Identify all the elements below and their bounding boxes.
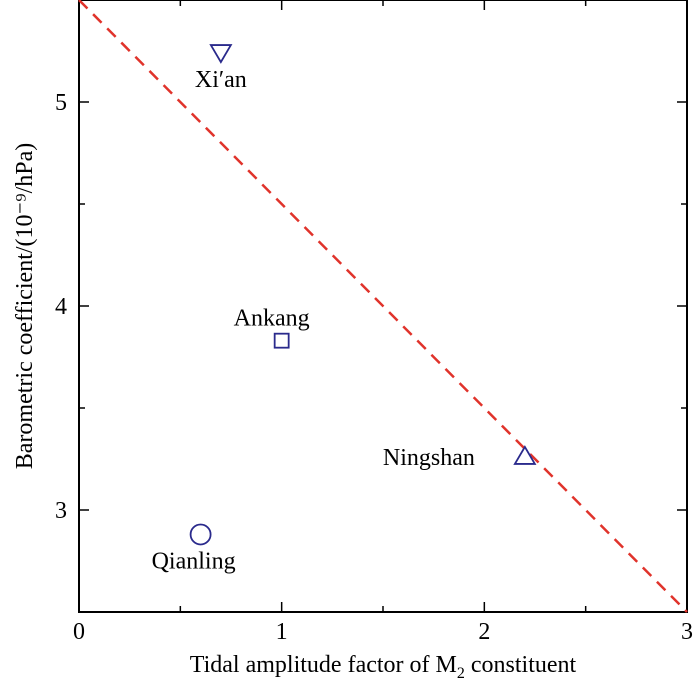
marker-ankang [273,332,290,349]
x-axis-title-rest: constituent [465,652,577,678]
x-tick-label-2: 2 [478,619,490,645]
y-tick-label-2: 5 [55,90,67,116]
y-tick-label-0: 3 [55,498,67,524]
tick-labels: 0 1 2 3 3 4 5 [55,90,693,645]
fit-line [78,0,688,613]
x-axis-title-main: Tidal amplitude factor of M [190,652,457,678]
x-axis-title-subscript: 2 [457,665,465,682]
marker-ningshan [513,445,537,465]
data-markers [189,44,537,546]
label-ningshan: Ningshan [383,445,475,471]
x-tick-label-0: 0 [73,619,85,645]
point-labels: Xi′an Ankang Ningshan Qianling [152,67,475,574]
axis-ticks [78,0,688,612]
marker-xian [209,44,233,64]
label-ankang: Ankang [234,306,310,332]
y-tick-label-1: 4 [55,294,67,320]
x-axis-title: Tidal amplitude factor of M2 constituent [190,652,577,682]
x-tick-label-3: 3 [681,619,693,645]
label-qianling: Qianling [152,548,236,574]
label-xian: Xi′an [195,67,247,93]
y-axis-title: Barometric coefficient/(10⁻⁹/hPa) [12,143,38,469]
fit-line-group [78,0,688,613]
x-tick-label-1: 1 [276,619,288,645]
marker-qianling [189,523,212,546]
